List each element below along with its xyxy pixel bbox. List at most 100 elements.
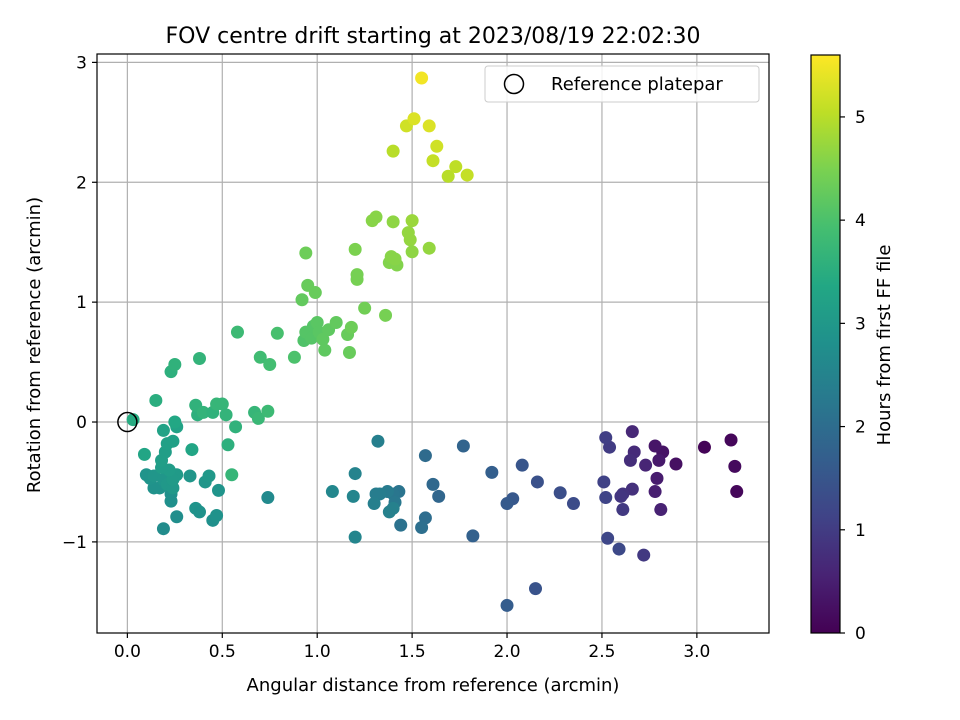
data-point — [168, 415, 182, 429]
data-point — [422, 119, 436, 133]
data-point — [430, 139, 444, 153]
data-point — [170, 510, 184, 524]
data-point — [156, 423, 170, 437]
data-point — [648, 485, 662, 499]
data-point — [386, 215, 400, 229]
data-point — [367, 497, 381, 511]
data-point — [500, 497, 514, 511]
data-point — [553, 486, 567, 500]
data-point — [485, 465, 499, 479]
grid-lines — [97, 54, 769, 633]
data-point — [597, 475, 611, 489]
data-point — [270, 326, 284, 340]
y-tick-label: 2 — [76, 173, 87, 193]
data-point — [407, 112, 421, 126]
data-point — [403, 233, 417, 247]
data-point — [728, 459, 742, 473]
data-point — [156, 522, 170, 536]
data-point — [196, 405, 210, 419]
data-point — [202, 469, 216, 483]
data-point — [295, 293, 309, 307]
y-tick-label: 0 — [76, 413, 87, 433]
data-point — [415, 71, 429, 85]
data-point — [625, 425, 639, 439]
data-point — [388, 252, 402, 266]
data-point — [329, 316, 343, 330]
data-point — [185, 443, 199, 457]
axes-frame — [96, 53, 770, 634]
data-point — [650, 471, 664, 485]
y-axis-label: Rotation from reference (arcmin) — [24, 197, 45, 493]
data-point — [193, 351, 207, 365]
data-point — [623, 453, 637, 467]
data-point — [149, 393, 163, 407]
data-point — [137, 447, 151, 461]
data-point — [318, 343, 332, 357]
data-point — [263, 357, 277, 371]
legend-marker-open-circle — [503, 73, 525, 95]
data-point — [456, 439, 470, 453]
data-point — [394, 518, 408, 532]
data-point — [648, 439, 662, 453]
data-point — [426, 154, 440, 168]
data-point — [210, 509, 224, 523]
x-tick-label: 1.5 — [399, 642, 426, 662]
data-point — [530, 475, 544, 489]
data-point — [614, 489, 628, 503]
data-point — [230, 325, 244, 339]
x-tick-label: 1.0 — [304, 642, 331, 662]
x-tick-label: 0.0 — [114, 642, 141, 662]
data-point — [415, 521, 429, 535]
data-point — [515, 458, 529, 472]
colorbar-tick-label: 3 — [855, 314, 866, 334]
data-point — [166, 434, 180, 448]
data-point — [418, 449, 432, 463]
data-point — [599, 491, 613, 505]
data-point — [449, 160, 463, 174]
data-point — [616, 503, 630, 517]
data-point — [344, 320, 358, 334]
scatter-points — [126, 71, 744, 612]
data-point — [346, 489, 360, 503]
y-tick-label: 1 — [76, 293, 87, 313]
colorbar-tick-label: 0 — [855, 624, 866, 644]
data-point — [637, 548, 651, 562]
data-point — [724, 433, 738, 447]
colorbar-label: Hours from first FF file — [874, 245, 895, 446]
data-point — [639, 458, 653, 472]
reference-marker — [117, 411, 138, 433]
data-point — [308, 286, 322, 300]
x-tick-label: 3.0 — [683, 642, 710, 662]
x-tick-label: 2.0 — [494, 642, 521, 662]
x-tick-label: 0.5 — [209, 642, 236, 662]
colorbar-gradient — [811, 55, 840, 633]
data-point — [500, 598, 514, 612]
data-point — [358, 301, 372, 315]
data-point — [325, 485, 339, 499]
y-ticks: −1 0 1 2 3 — [62, 53, 97, 553]
colorbar-ticks: 0 1 2 3 4 5 — [840, 108, 866, 644]
data-point — [350, 268, 364, 282]
x-axis-label: Angular distance from reference (arcmin) — [247, 675, 620, 696]
data-point — [386, 501, 400, 515]
data-point — [261, 491, 275, 505]
legend: Reference platepar — [484, 65, 760, 103]
data-point — [405, 214, 419, 228]
y-tick-label: 3 — [76, 53, 87, 73]
data-point — [261, 404, 275, 418]
colorbar: 0 1 2 3 4 5 Hours from first FF file — [810, 54, 895, 644]
x-ticks: 0.0 0.5 1.0 1.5 2.0 2.5 3.0 — [114, 633, 710, 662]
colorbar-tick-label: 1 — [855, 521, 866, 541]
data-point — [426, 477, 440, 491]
data-point — [652, 453, 666, 467]
data-point — [529, 582, 543, 596]
chart-title: FOV centre drift starting at 2023/08/19 … — [166, 24, 701, 49]
colorbar-tick-label: 2 — [855, 418, 866, 438]
data-point — [669, 457, 683, 471]
data-point — [168, 357, 182, 371]
legend-entry-label: Reference platepar — [551, 74, 723, 95]
x-tick-label: 2.5 — [588, 642, 615, 662]
data-point — [405, 245, 419, 259]
data-point — [193, 505, 207, 519]
